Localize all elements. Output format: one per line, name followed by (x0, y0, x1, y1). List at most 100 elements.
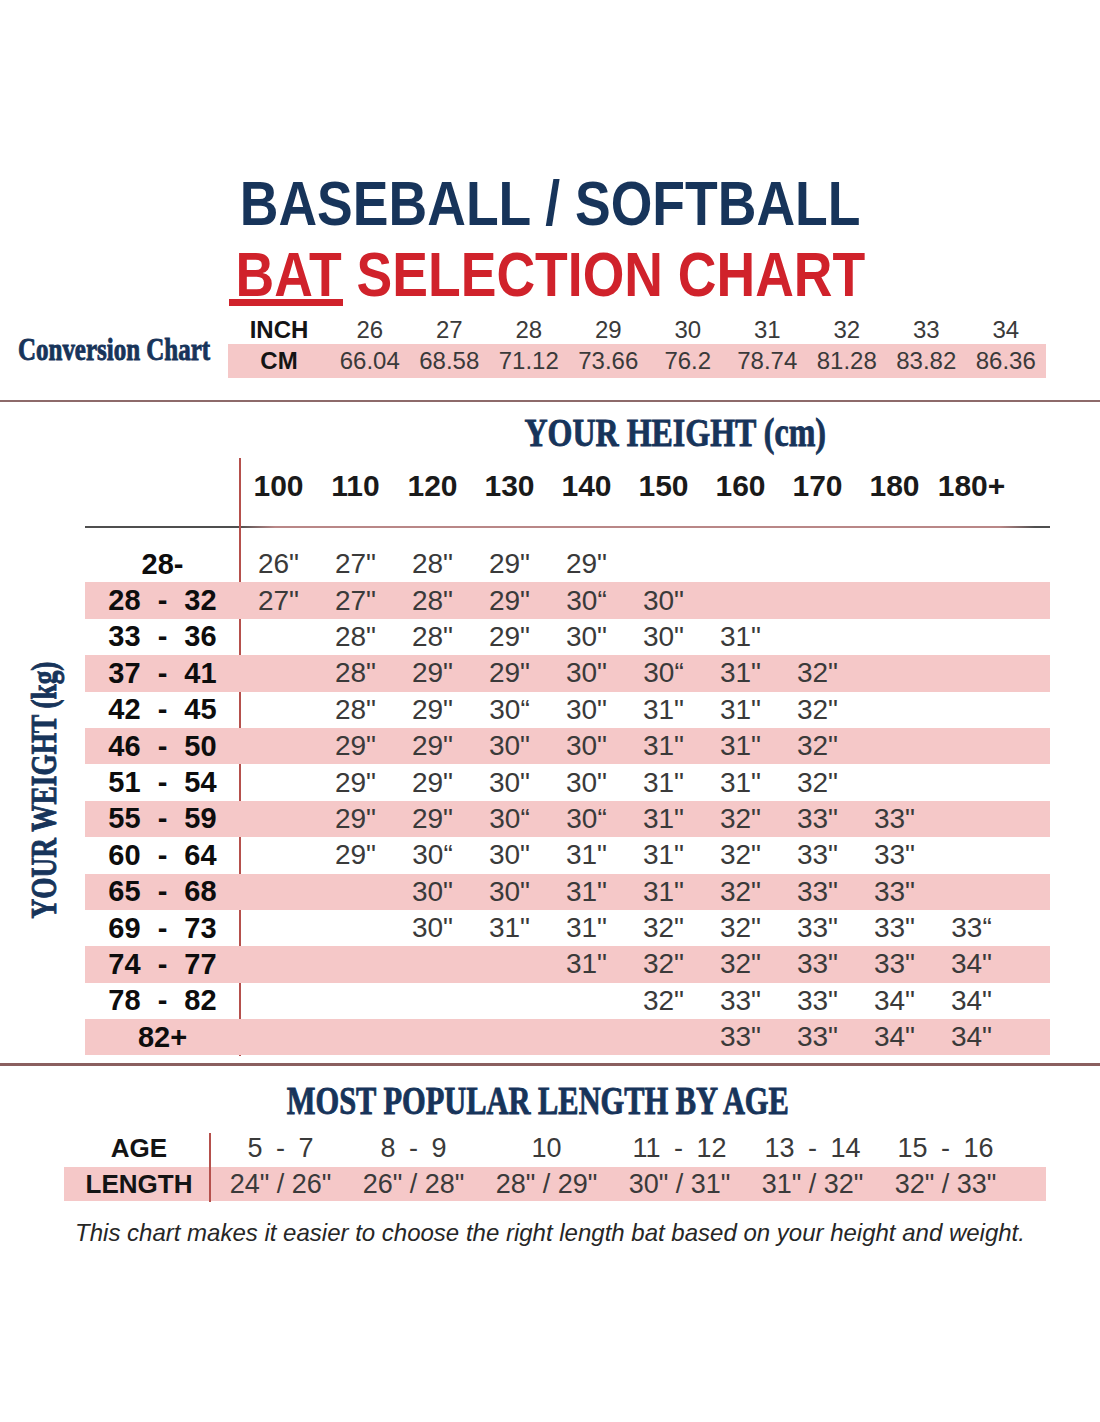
bat-underline (229, 299, 343, 306)
bat-length-cell: 32" (625, 948, 702, 980)
height-column-header: 180 (856, 469, 933, 503)
height-column-header: 110 (317, 469, 394, 503)
bat-length-cell: 31" (548, 948, 625, 980)
inch-value: 26 (330, 316, 410, 344)
table-row: 74 - 7731"32"32"33"33"34" (85, 946, 1050, 982)
bat-length-cell: 31" (702, 694, 779, 726)
inch-row-label: INCH (228, 316, 330, 344)
inch-value: 27 (410, 316, 490, 344)
bat-length-cell: 32" (625, 985, 702, 1017)
bat-length-cell: 30" (625, 585, 702, 617)
height-column-header: 160 (702, 469, 779, 503)
bat-length-cell: 33" (856, 876, 933, 908)
age-row: AGE 5 - 78 - 91011 - 1213 - 1415 - 16 (64, 1129, 1046, 1167)
bat-length-cell: 32" (779, 694, 856, 726)
bat-length-cell: 28" (317, 657, 394, 689)
height-column-header: 140 (548, 469, 625, 503)
height-column-header: 100 (240, 469, 317, 503)
bat-length-cell: 31" (625, 803, 702, 835)
bat-length-cell: 30" (548, 730, 625, 762)
length-row-label: LENGTH (64, 1169, 214, 1200)
bat-length-cell: 30" (548, 621, 625, 653)
bat-length-cell: 33" (856, 803, 933, 835)
length-value: 28" / 29" (480, 1169, 613, 1200)
weight-range-label: 82+ (85, 1021, 240, 1054)
weight-range-label: 46 - 50 (85, 730, 240, 763)
conversion-cm-row: CM 66.0468.5871.1273.6676.278.7481.2883.… (228, 344, 1046, 378)
bat-length-cell: 31" (625, 730, 702, 762)
conversion-table: INCH 262728293031323334 CM 66.0468.5871.… (228, 316, 1046, 378)
bat-length-cell: 31" (625, 839, 702, 871)
table-row: 55 - 5929"29"30“30“31"32"33"33" (85, 801, 1050, 837)
age-table: AGE 5 - 78 - 91011 - 1213 - 1415 - 16 LE… (64, 1129, 1046, 1201)
inch-value: 29 (569, 316, 649, 344)
bat-length-cell: 27" (240, 585, 317, 617)
age-table-vertical-line (209, 1133, 211, 1202)
bat-length-cell: 33" (856, 839, 933, 871)
length-value: 24" / 26" (214, 1169, 347, 1200)
weight-range-label: 28 - 32 (85, 584, 240, 617)
table-row: 78 - 8232"33"33"34"34" (85, 983, 1050, 1019)
bat-length-cell: 32" (779, 767, 856, 799)
bat-length-cell: 29" (317, 730, 394, 762)
bat-length-cell: 32" (702, 803, 779, 835)
bat-length-cell: 26" (240, 548, 317, 580)
inch-value: 32 (807, 316, 887, 344)
bat-length-cell: 31" (548, 912, 625, 944)
bat-length-cell: 27" (317, 585, 394, 617)
cm-value: 76.2 (648, 347, 728, 375)
age-row-label: AGE (64, 1133, 214, 1164)
bat-length-cell: 31" (702, 730, 779, 762)
height-column-header: 180+ (933, 469, 1010, 503)
bat-length-cell: 33" (779, 948, 856, 980)
bat-length-cell: 30" (548, 767, 625, 799)
weight-range-label: 74 - 77 (85, 948, 240, 981)
bat-length-cell: 30" (471, 730, 548, 762)
bat-length-cell: 29" (394, 803, 471, 835)
length-row: LENGTH 24" / 26"26" / 28"28" / 29"30" / … (64, 1167, 1046, 1201)
footer-note: This chart makes it easier to choose the… (0, 1219, 1100, 1247)
inch-value: 33 (887, 316, 967, 344)
header-underline (85, 526, 1050, 528)
bat-length-cell: 30" (394, 912, 471, 944)
section-divider-bottom (0, 1063, 1100, 1066)
weight-range-label: 42 - 45 (85, 693, 240, 726)
bat-length-cell: 30“ (394, 839, 471, 871)
weight-range-label: 69 - 73 (85, 912, 240, 945)
bat-length-table: 28-26"27"28"29"29"28 - 3227"27"28"29"30“… (85, 546, 1050, 1055)
height-column-header: 170 (779, 469, 856, 503)
bat-length-cell: 29" (471, 585, 548, 617)
table-row: 28 - 3227"27"28"29"30“30" (85, 582, 1050, 618)
length-value: 32" / 33" (879, 1169, 1012, 1200)
table-row: 42 - 4528"29"30“30"31"31"32" (85, 692, 1050, 728)
bat-length-cell: 33" (779, 839, 856, 871)
height-column-header: 130 (471, 469, 548, 503)
bat-length-cell: 30“ (625, 657, 702, 689)
inch-value: 31 (728, 316, 808, 344)
length-value: 30" / 31" (613, 1169, 746, 1200)
bat-length-cell: 31" (702, 767, 779, 799)
length-value: 26" / 28" (347, 1169, 480, 1200)
table-row: 69 - 7330"31"31"32"32"33"33"33“ (85, 910, 1050, 946)
height-axis-title: YOUR HEIGHT (cm) (245, 408, 1100, 456)
bat-length-cell: 30" (625, 621, 702, 653)
height-column-header: 120 (394, 469, 471, 503)
bat-length-cell: 34" (856, 1021, 933, 1053)
bat-length-cell: 33" (779, 1021, 856, 1053)
bat-length-cell: 31" (702, 657, 779, 689)
age-value: 5 - 7 (214, 1133, 347, 1164)
bat-length-cell: 32" (625, 912, 702, 944)
bat-length-cell: 33" (779, 803, 856, 835)
bat-length-cell: 34" (933, 1021, 1010, 1053)
bat-length-cell: 30“ (548, 803, 625, 835)
bat-length-cell: 31" (548, 876, 625, 908)
bat-length-cell: 33" (856, 912, 933, 944)
bat-length-cell: 31" (625, 767, 702, 799)
table-row: 46 - 5029"29"30"30"31"31"32" (85, 728, 1050, 764)
bat-length-cell: 29" (394, 767, 471, 799)
bat-length-cell: 28" (394, 548, 471, 580)
bat-length-cell: 34" (933, 948, 1010, 980)
bat-length-cell: 33" (779, 985, 856, 1017)
cm-value: 68.58 (410, 347, 490, 375)
weight-range-label: 78 - 82 (85, 984, 240, 1017)
